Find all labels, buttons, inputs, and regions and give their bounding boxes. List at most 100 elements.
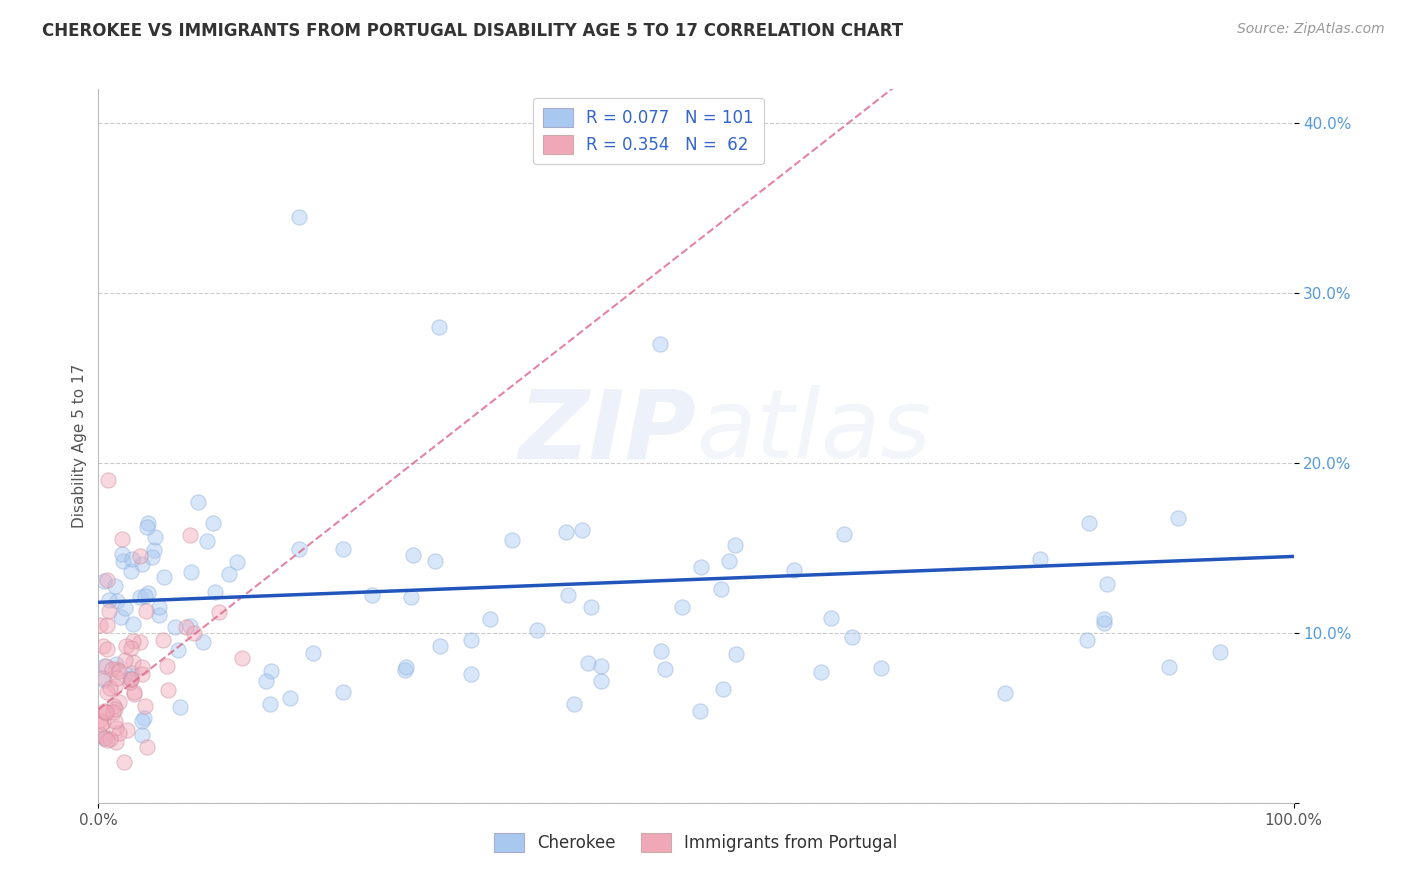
Point <box>648 337 672 351</box>
Point <box>1209 645 1232 659</box>
Point <box>153 570 176 584</box>
Point <box>1029 552 1052 566</box>
Point <box>332 684 354 698</box>
Point <box>145 530 167 544</box>
Point <box>689 705 711 719</box>
Point <box>218 566 240 581</box>
Point <box>142 542 165 557</box>
Point <box>118 671 141 685</box>
Point <box>460 667 482 681</box>
Point <box>114 639 136 653</box>
Point <box>288 210 311 224</box>
Point <box>91 714 114 729</box>
Point <box>156 682 179 697</box>
Point <box>1097 576 1119 591</box>
Text: CHEROKEE VS IMMIGRANTS FROM PORTUGAL DISABILITY AGE 5 TO 17 CORRELATION CHART: CHEROKEE VS IMMIGRANTS FROM PORTUGAL DIS… <box>42 22 903 40</box>
Point <box>193 635 215 649</box>
Point <box>96 732 118 747</box>
Point <box>104 579 127 593</box>
Point <box>105 662 128 676</box>
Point <box>1094 612 1116 626</box>
Point <box>820 610 842 624</box>
Point <box>91 639 114 653</box>
Point <box>128 590 150 604</box>
Text: ZIP: ZIP <box>517 385 696 478</box>
Point <box>96 685 118 699</box>
Point <box>129 549 152 564</box>
Point <box>152 632 174 647</box>
Point <box>1167 511 1189 525</box>
Point <box>260 664 283 678</box>
Point <box>650 644 672 658</box>
Point <box>104 657 127 671</box>
Point <box>110 610 132 624</box>
Point <box>180 565 202 579</box>
Point <box>690 560 713 574</box>
Point <box>870 661 893 675</box>
Point <box>89 618 111 632</box>
Point <box>135 740 157 755</box>
Point <box>93 574 115 588</box>
Point <box>97 473 120 487</box>
Point <box>287 541 309 556</box>
Point <box>94 705 117 719</box>
Point <box>526 624 548 638</box>
Point <box>121 617 143 632</box>
Point <box>122 687 145 701</box>
Point <box>557 588 579 602</box>
Point <box>394 663 416 677</box>
Point <box>112 755 135 769</box>
Point <box>204 584 226 599</box>
Point <box>478 612 501 626</box>
Point <box>1157 660 1180 674</box>
Point <box>589 659 612 673</box>
Text: atlas: atlas <box>696 385 931 478</box>
Point <box>208 605 231 619</box>
Point <box>225 555 247 569</box>
Point <box>96 642 118 657</box>
Y-axis label: Disability Age 5 to 17: Disability Age 5 to 17 <box>72 364 87 528</box>
Text: Source: ZipAtlas.com: Source: ZipAtlas.com <box>1237 22 1385 37</box>
Point <box>501 533 523 548</box>
Point <box>302 646 325 660</box>
Point <box>97 593 120 607</box>
Point <box>101 662 124 676</box>
Point <box>460 632 482 647</box>
Point <box>202 516 225 531</box>
Point <box>93 731 115 745</box>
Point <box>89 713 111 727</box>
Point <box>231 651 253 665</box>
Point <box>183 626 205 640</box>
Point <box>136 516 159 531</box>
Point <box>96 573 118 587</box>
Point <box>96 617 118 632</box>
Point <box>654 662 676 676</box>
Point <box>134 589 156 603</box>
Point <box>104 679 127 693</box>
Point <box>179 528 201 542</box>
Point <box>94 731 117 746</box>
Point <box>581 600 603 615</box>
Point <box>120 672 142 686</box>
Point <box>562 697 585 711</box>
Point <box>725 647 748 661</box>
Point <box>165 620 187 634</box>
Point <box>280 691 302 706</box>
Point <box>176 620 198 634</box>
Point <box>783 563 806 577</box>
Point <box>135 519 157 533</box>
Point <box>166 642 188 657</box>
Point <box>132 711 155 725</box>
Point <box>332 542 354 557</box>
Point <box>121 666 143 681</box>
Point <box>93 704 115 718</box>
Point <box>555 525 578 540</box>
Point <box>131 728 153 742</box>
Point <box>429 639 451 653</box>
Point <box>96 706 118 720</box>
Point <box>131 714 153 728</box>
Point <box>110 547 132 561</box>
Point <box>395 660 418 674</box>
Point <box>399 591 422 605</box>
Point <box>104 721 127 735</box>
